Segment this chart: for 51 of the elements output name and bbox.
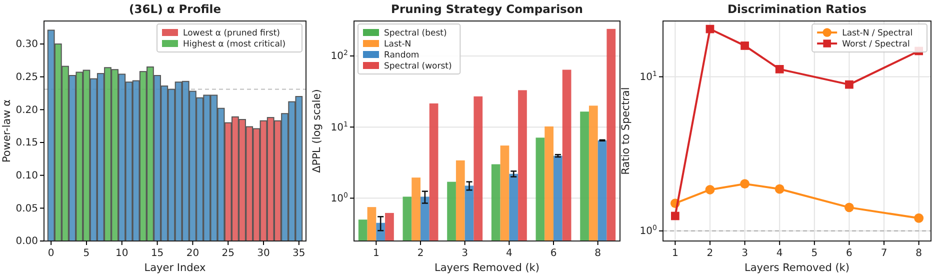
x-tick-label: 7 (880, 248, 888, 259)
chart-title: Discrimination Ratios (728, 2, 867, 16)
x-tick-label: 1 (372, 248, 380, 259)
x-axis-title: Layers Removed (k) (434, 262, 540, 274)
legend-label: Worst / Spectral (842, 39, 910, 50)
y-tick-label: 0.15 (16, 138, 38, 149)
legend-label: Spectral (best) (384, 28, 447, 38)
y-tick-label: 0.00 (16, 236, 38, 248)
y-tick-label: 10$^{0}$ (330, 191, 348, 204)
legend-label: Last-N (384, 39, 412, 50)
y-tick-label: 0.20 (16, 104, 38, 116)
x-tick-label: 1 (672, 248, 678, 259)
x-tick-label: 2 (417, 248, 424, 259)
y-tick-label: 10$^{0}$ (640, 224, 657, 238)
y-tick-label: 10$^{1}$ (640, 70, 657, 83)
x-tick-label: 10 (116, 248, 128, 259)
x-tick-label: 8 (916, 248, 922, 259)
x-tick-label: 20 (186, 248, 200, 259)
x-tick-label: 2 (706, 248, 714, 259)
x-axis-title: Layers Removed (k) (744, 262, 850, 274)
x-tick-label: 15 (150, 248, 164, 259)
chart-title: Pruning Strategy Comparison (391, 2, 583, 16)
legend-label: Lowest α (pruned first) (183, 28, 280, 38)
x-tick-label: 3 (462, 248, 468, 259)
legend-label: Highest α (most critical) (183, 39, 286, 50)
y-tick-label: 0.05 (16, 203, 38, 214)
chart-title: (36L) α Profile (128, 2, 222, 16)
x-tick-label: 3 (742, 248, 748, 259)
x-tick-label: 0 (48, 248, 54, 259)
y-tick-label: 10$^{1}$ (330, 120, 348, 134)
y-tick-label: 0.25 (16, 72, 38, 84)
y-tick-label: 0.10 (16, 170, 38, 182)
y-axis-title: Power-law α (1, 99, 13, 163)
x-tick-label: 25 (222, 248, 234, 259)
legend-label: Last-N / Spectral (842, 28, 913, 38)
x-tick-label: 6 (846, 248, 852, 259)
y-axis-title: Ratio to Spectral (620, 87, 632, 175)
y-tick-label: 10$^{2}$ (330, 49, 348, 62)
legend-label: Spectral (worst) (384, 61, 452, 72)
y-axis-title: ΔPPL (log scale) (311, 89, 323, 173)
y-tick-label: 0.30 (16, 39, 38, 50)
x-tick-label: 8 (594, 248, 602, 259)
x-tick-label: 35 (292, 248, 306, 259)
x-tick-label: 6 (550, 248, 557, 259)
x-tick-label: 4 (776, 248, 783, 259)
legend-label: Random (384, 50, 420, 60)
x-tick-label: 5 (83, 248, 90, 259)
x-axis-title: Layer Index (144, 262, 206, 274)
x-tick-label: 4 (506, 248, 512, 259)
x-tick-label: 5 (811, 248, 818, 259)
x-tick-label: 30 (257, 248, 270, 259)
